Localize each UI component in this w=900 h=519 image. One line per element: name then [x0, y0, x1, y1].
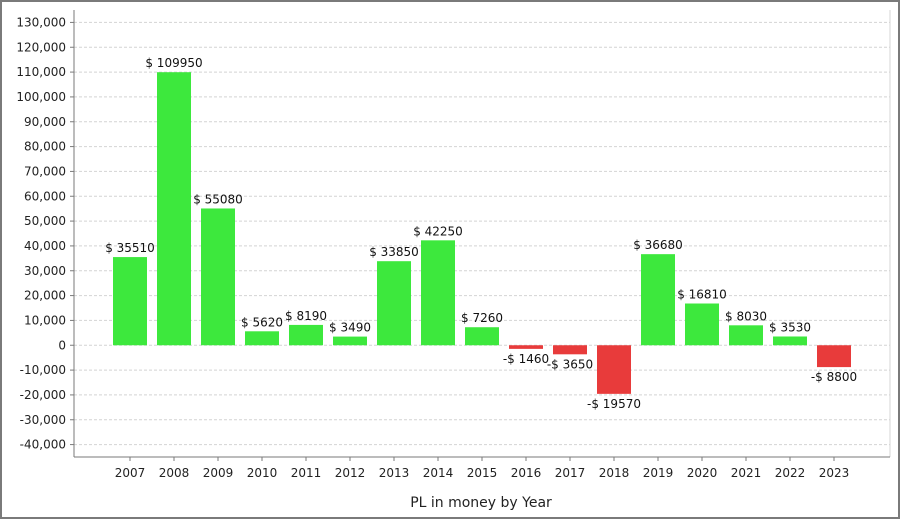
bar-2019 — [641, 254, 675, 346]
x-tick-label: 2014 — [423, 466, 454, 480]
data-label-2014: $ 42250 — [413, 224, 463, 238]
y-tick-label: 90,000 — [24, 115, 66, 129]
x-tick-label: 2013 — [379, 466, 410, 480]
y-tick-label: 100,000 — [16, 90, 66, 104]
x-tick-label: 2021 — [731, 466, 762, 480]
y-tick-label: 110,000 — [16, 65, 66, 79]
bar-2022 — [773, 336, 807, 346]
y-tick-label: -10,000 — [20, 363, 66, 377]
data-label-2013: $ 33850 — [369, 245, 419, 259]
y-tick-label: 0 — [58, 338, 66, 352]
y-tick-label: 130,000 — [16, 15, 66, 29]
data-label-2015: $ 7260 — [461, 311, 503, 325]
x-axis-title: PL in money by Year — [410, 495, 552, 511]
x-tick-label: 2015 — [467, 466, 498, 480]
y-tick-label: 30,000 — [24, 264, 66, 278]
y-tick-label: 60,000 — [24, 189, 66, 203]
data-label-2023: -$ 8800 — [811, 370, 857, 384]
x-tick-label: 2010 — [247, 466, 278, 480]
data-label-2020: $ 16810 — [677, 288, 727, 302]
bar-2015 — [465, 327, 499, 346]
x-tick-label: 2017 — [555, 466, 586, 480]
bar-2013 — [377, 261, 411, 346]
bar-2016 — [509, 345, 543, 349]
y-tick-label: -20,000 — [20, 388, 66, 402]
grid-lines — [74, 10, 891, 457]
y-tick-label: 10,000 — [24, 313, 66, 327]
data-label-2009: $ 55080 — [193, 192, 243, 206]
x-tick-label: 2018 — [599, 466, 630, 480]
bar-2010 — [245, 331, 279, 346]
y-tick-label: 40,000 — [24, 239, 66, 253]
data-label-2017: -$ 3650 — [547, 357, 593, 371]
data-label-2022: $ 3530 — [769, 320, 811, 334]
bar-2012 — [333, 336, 367, 346]
bar-2023 — [817, 345, 851, 368]
bar-2017 — [553, 345, 587, 355]
x-tick-label: 2019 — [643, 466, 674, 480]
x-tick-label: 2011 — [291, 466, 322, 480]
data-label-2008: $ 109950 — [145, 56, 202, 70]
bar-2008 — [157, 72, 191, 346]
y-axis: -40,000 -30,000 -20,000 -10,000 0 10,000 20,00… — [16, 10, 75, 457]
x-tick-label: 2007 — [115, 466, 146, 480]
data-label-2012: $ 3490 — [329, 321, 371, 335]
y-tick-label: -30,000 — [20, 413, 66, 427]
data-label-2011: $ 8190 — [285, 309, 327, 323]
bar-2021 — [729, 325, 763, 346]
bar-2007 — [113, 257, 147, 346]
data-label-2019: $ 36680 — [633, 238, 683, 252]
data-label-2021: $ 8030 — [725, 309, 767, 323]
y-tick-label: 20,000 — [24, 289, 66, 303]
bar-2020 — [685, 303, 719, 346]
y-tick-label: 70,000 — [24, 164, 66, 178]
bars — [113, 72, 851, 394]
data-label-2018: -$ 19570 — [587, 397, 641, 411]
y-tick-label: 50,000 — [24, 214, 66, 228]
bar-2014 — [421, 240, 455, 346]
data-labels: $ 35510 $ 109950 $ 55080 $ 5620 $ 8190$ 3490… — [105, 56, 857, 411]
x-tick-label: 2023 — [819, 466, 850, 480]
x-axis: 2007 2008 2009 2010 2011 2012 2013 2014 2015 2016… — [74, 456, 890, 480]
x-tick-label: 2009 — [203, 466, 234, 480]
bar-2018 — [597, 345, 631, 394]
x-tick-label: 2012 — [335, 466, 366, 480]
y-tick-label: 80,000 — [24, 140, 66, 154]
data-label-2010: $ 5620 — [241, 315, 283, 329]
x-tick-label: 2020 — [687, 466, 718, 480]
x-tick-label: 2016 — [511, 466, 542, 480]
y-tick-label: 120,000 — [16, 40, 66, 54]
x-tick-label: 2008 — [159, 466, 190, 480]
bar-2011 — [289, 324, 323, 346]
y-tick-label: -40,000 — [20, 438, 66, 452]
data-label-2016: -$ 1460 — [503, 352, 549, 366]
x-tick-label: 2022 — [775, 466, 806, 480]
data-label-2007: $ 35510 — [105, 241, 155, 255]
bar-2009 — [201, 208, 235, 346]
